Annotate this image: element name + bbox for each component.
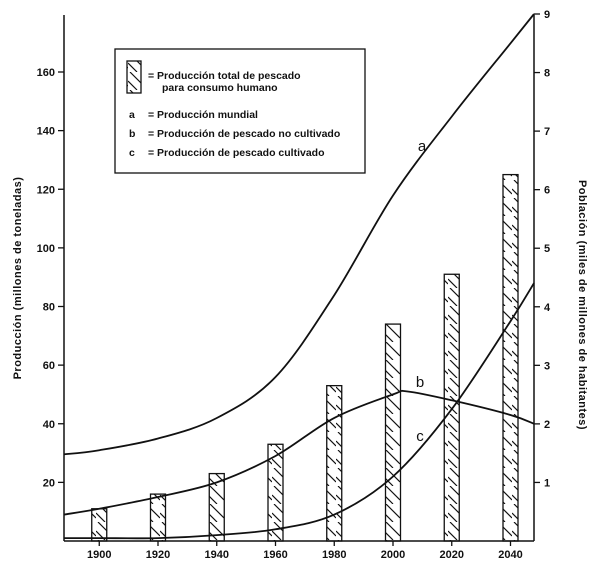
bar-1940 xyxy=(208,472,225,542)
bar-1980 xyxy=(326,384,343,542)
legend-text-a: = Producción mundial xyxy=(148,109,258,121)
bar-1960 xyxy=(267,443,284,542)
left-tick-label: 40 xyxy=(43,419,55,431)
left-tick-label: 140 xyxy=(37,126,55,138)
curve-label-c: c xyxy=(416,428,424,445)
right-tick-label: 3 xyxy=(544,360,550,372)
curve-label-b: b xyxy=(416,374,424,391)
left-tick-label: 160 xyxy=(37,67,55,79)
curves-group xyxy=(63,13,535,540)
curve-c xyxy=(63,282,535,540)
left-tick-label: 100 xyxy=(37,243,55,255)
legend-key-c: c xyxy=(129,147,135,159)
y-axis-right-title: Población (miles de millones de habitant… xyxy=(576,180,588,430)
x-axis-ticks: 1900 1920 1940 1960 1980 2000 2020 2040 xyxy=(87,541,523,561)
right-tick-label: 7 xyxy=(544,126,550,138)
x-tick-label: 1900 xyxy=(87,549,111,561)
right-tick-label: 5 xyxy=(544,243,550,255)
x-tick-label: 1920 xyxy=(146,549,170,561)
x-tick-label: 1960 xyxy=(263,549,287,561)
left-tick-label: 120 xyxy=(37,184,55,196)
bar-1920 xyxy=(149,493,167,542)
right-tick-label: 1 xyxy=(544,477,550,489)
legend-text-b: = Producción de pescado no cultivado xyxy=(148,128,340,140)
x-tick-label: 2040 xyxy=(498,549,522,561)
right-axis-ticks: 1 2 3 4 5 6 7 8 9 xyxy=(534,9,551,489)
left-tick-label: 20 xyxy=(43,477,55,489)
bar-2040 xyxy=(502,173,519,542)
x-tick-label: 1980 xyxy=(322,549,346,561)
right-tick-label: 8 xyxy=(544,68,550,80)
x-tick-label: 1940 xyxy=(205,549,229,561)
legend: = Producción total de pescado para consu… xyxy=(114,48,366,174)
x-tick-label: 2020 xyxy=(440,549,464,561)
curve-b xyxy=(63,389,535,516)
curve-a xyxy=(63,13,535,456)
right-tick-label: 6 xyxy=(544,185,550,197)
right-tick-label: 4 xyxy=(544,302,551,314)
curve-label-a: a xyxy=(418,138,427,155)
right-tick-label: 2 xyxy=(544,419,550,431)
left-tick-label: 80 xyxy=(43,302,55,314)
y-axis-left-title: Producción (millones de toneladas) xyxy=(12,177,24,380)
legend-key-a: a xyxy=(129,109,135,121)
legend-bar-swatch xyxy=(126,60,142,94)
bar-1900 xyxy=(91,508,108,542)
right-tick-label: 9 xyxy=(544,9,550,21)
curve-labels-group: a b c xyxy=(416,138,427,445)
bars-group xyxy=(91,173,519,542)
bar-2020 xyxy=(443,273,460,542)
legend-key-b: b xyxy=(129,128,135,140)
x-tick-label: 2000 xyxy=(381,549,405,561)
legend-bar-text-1: = Producción total de pescado xyxy=(148,70,301,82)
legend-bar-text-2: para consumo humano xyxy=(162,82,278,94)
legend-text-c: = Producción de pescado cultivado xyxy=(148,147,325,159)
left-tick-label: 60 xyxy=(43,360,55,372)
legend-box xyxy=(114,48,366,174)
left-axis-ticks: 20 40 60 80 100 120 140 160 xyxy=(37,67,64,489)
bar-2000 xyxy=(384,323,402,542)
